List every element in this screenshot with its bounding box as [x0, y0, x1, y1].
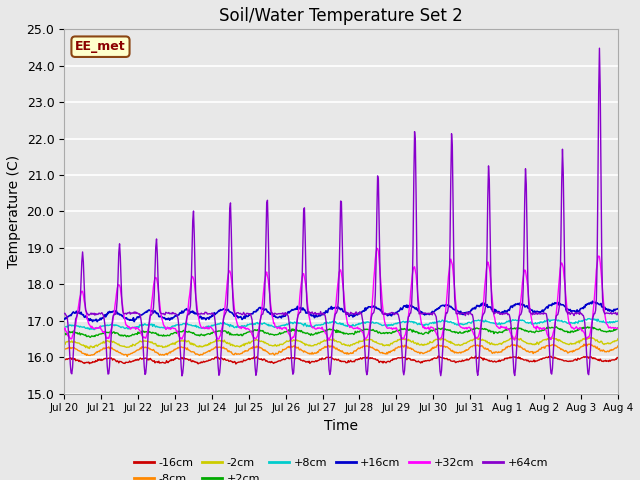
Legend: -16cm, -8cm, -2cm, +2cm, +8cm, +16cm, +32cm, +64cm: -16cm, -8cm, -2cm, +2cm, +8cm, +16cm, +3…: [129, 454, 553, 480]
Title: Soil/Water Temperature Set 2: Soil/Water Temperature Set 2: [219, 7, 463, 25]
Text: EE_met: EE_met: [75, 40, 126, 53]
Y-axis label: Temperature (C): Temperature (C): [7, 155, 21, 268]
X-axis label: Time: Time: [324, 419, 358, 433]
